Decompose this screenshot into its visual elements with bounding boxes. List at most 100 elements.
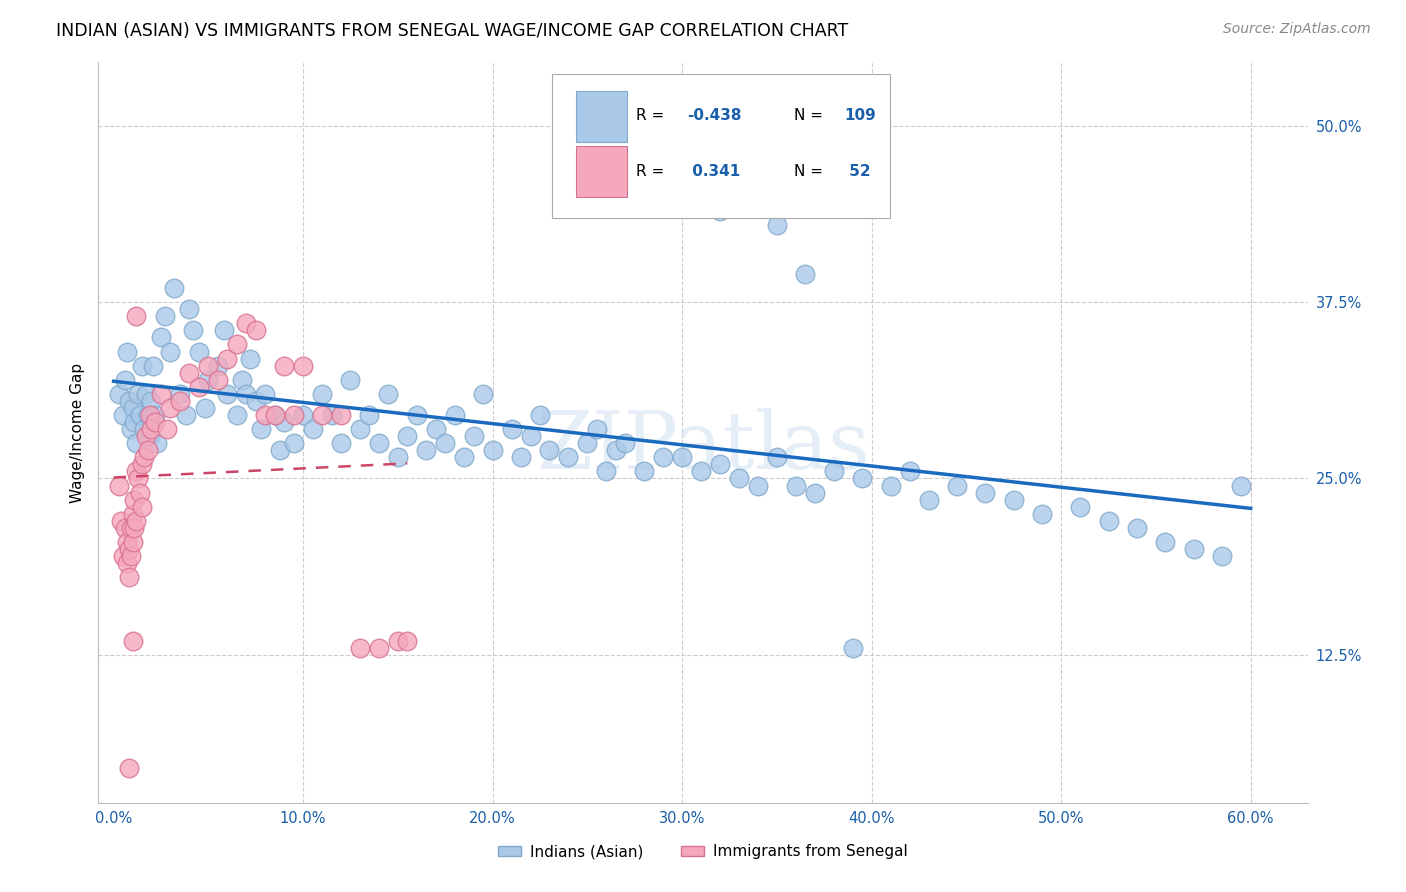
Point — [217, 351, 239, 366]
Point — [120, 521, 142, 535]
Point — [235, 387, 257, 401]
Point — [269, 443, 291, 458]
Point — [367, 436, 389, 450]
Point — [114, 521, 136, 535]
Point — [217, 387, 239, 401]
Point — [1126, 521, 1149, 535]
Point — [851, 471, 873, 485]
Point — [415, 443, 437, 458]
Point — [311, 387, 333, 401]
Point — [149, 387, 172, 401]
Point — [387, 450, 409, 465]
Point — [273, 415, 295, 429]
Point — [239, 351, 262, 366]
Point — [143, 408, 166, 422]
Point — [169, 387, 191, 401]
Point — [349, 422, 371, 436]
Point — [153, 310, 176, 324]
Point — [330, 436, 353, 450]
Point — [339, 373, 361, 387]
Point — [301, 422, 323, 436]
Point — [118, 570, 141, 584]
Point — [250, 422, 273, 436]
Point — [595, 464, 617, 478]
Point — [212, 323, 235, 337]
Point — [120, 422, 142, 436]
Point — [187, 344, 209, 359]
Point — [131, 500, 153, 514]
FancyBboxPatch shape — [551, 73, 890, 218]
Point — [108, 478, 131, 492]
Point — [193, 401, 215, 415]
Point — [115, 535, 138, 549]
Point — [124, 415, 146, 429]
Point — [131, 359, 153, 373]
Point — [121, 507, 143, 521]
Point — [197, 359, 219, 373]
Point — [804, 485, 827, 500]
Point — [179, 366, 201, 380]
Point — [1211, 549, 1233, 563]
Text: Source: ZipAtlas.com: Source: ZipAtlas.com — [1223, 22, 1371, 37]
Point — [132, 422, 155, 436]
Point — [879, 478, 901, 492]
Point — [728, 471, 751, 485]
Point — [709, 203, 731, 218]
Point — [156, 422, 179, 436]
Point — [207, 359, 229, 373]
Point — [946, 478, 969, 492]
Point — [120, 549, 142, 563]
Point — [633, 464, 655, 478]
Point — [254, 408, 277, 422]
Point — [124, 492, 146, 507]
Text: 109: 109 — [845, 108, 876, 123]
Point — [129, 485, 152, 500]
Point — [453, 450, 475, 465]
Point — [671, 147, 693, 161]
Point — [131, 458, 153, 472]
Point — [367, 640, 389, 655]
Point — [108, 387, 131, 401]
Point — [785, 478, 807, 492]
Point — [127, 471, 149, 485]
Point — [118, 541, 141, 556]
Point — [1182, 541, 1205, 556]
Point — [425, 422, 447, 436]
Point — [179, 302, 201, 317]
Point — [263, 408, 285, 422]
Point — [690, 464, 713, 478]
Point — [1069, 500, 1091, 514]
Point — [501, 422, 523, 436]
Point — [510, 450, 533, 465]
Point — [463, 429, 485, 443]
Point — [141, 422, 163, 436]
Point — [143, 415, 166, 429]
Text: R =: R = — [637, 164, 669, 178]
Point — [129, 408, 152, 422]
Text: -0.438: -0.438 — [688, 108, 742, 123]
Point — [292, 408, 315, 422]
Point — [766, 218, 789, 232]
Point — [671, 450, 693, 465]
Legend: Indians (Asian), Immigrants from Senegal: Indians (Asian), Immigrants from Senegal — [492, 838, 914, 865]
Point — [273, 359, 295, 373]
Point — [359, 408, 381, 422]
Point — [181, 323, 204, 337]
Point — [652, 450, 675, 465]
Point — [235, 316, 257, 330]
Point — [112, 549, 135, 563]
Point — [538, 443, 561, 458]
Point — [794, 267, 817, 281]
Point — [557, 450, 579, 465]
Point — [254, 387, 277, 401]
Text: 0.341: 0.341 — [688, 164, 741, 178]
Point — [472, 387, 495, 401]
Point — [142, 359, 165, 373]
Point — [529, 408, 551, 422]
Point — [321, 408, 343, 422]
Point — [125, 514, 148, 528]
Point — [396, 633, 419, 648]
Point — [633, 175, 655, 189]
Point — [311, 408, 333, 422]
Point — [125, 310, 148, 324]
